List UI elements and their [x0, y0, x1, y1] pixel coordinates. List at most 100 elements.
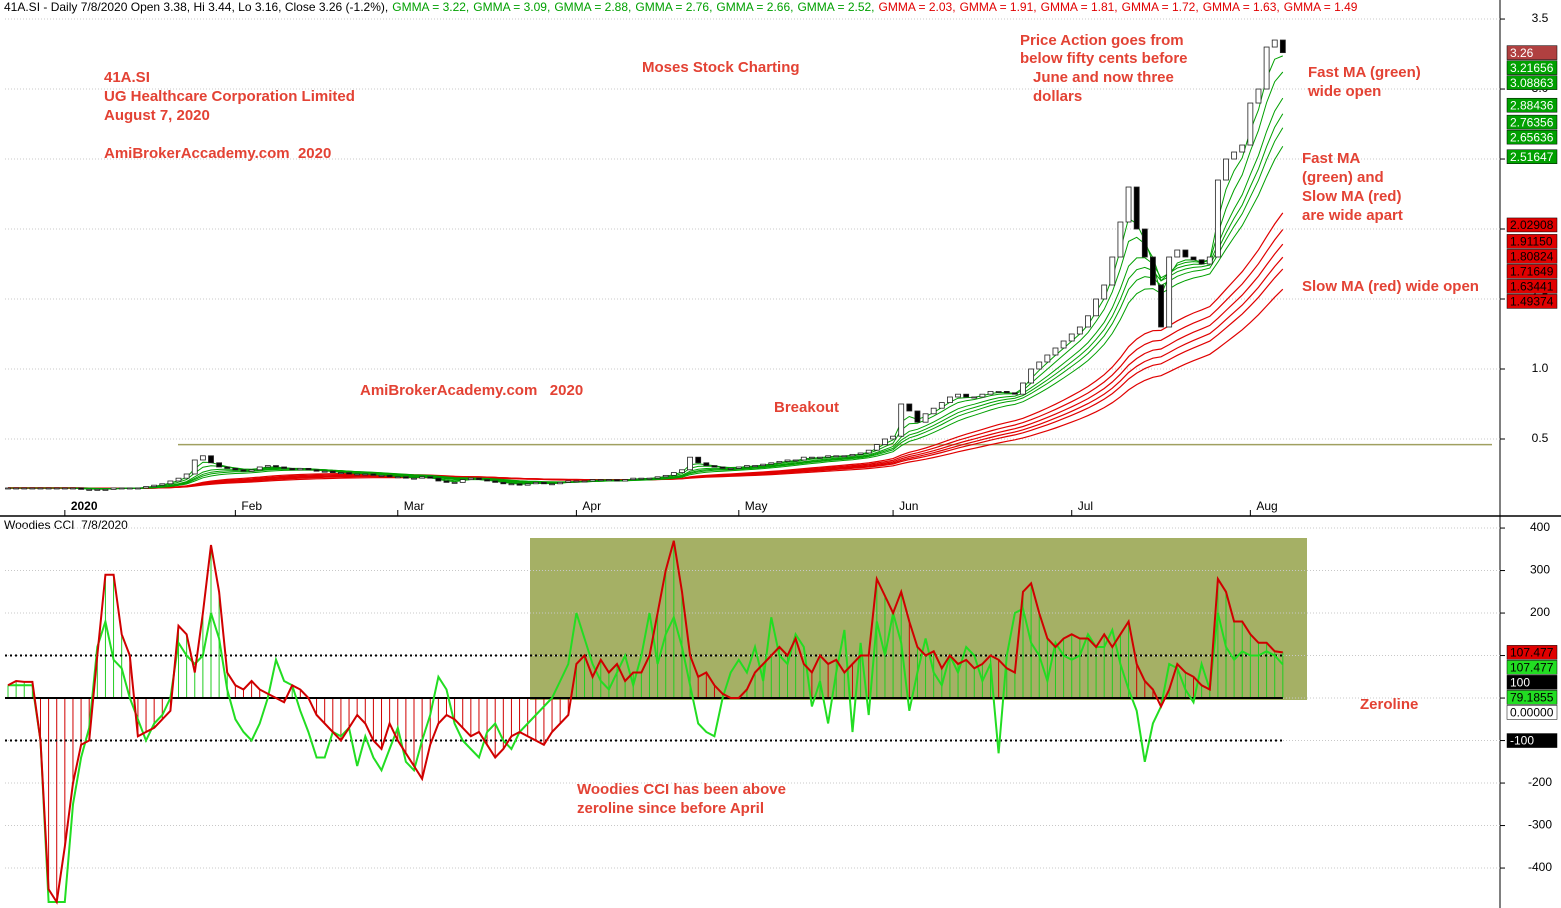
- value-marker-label: 107.477: [1510, 661, 1554, 675]
- candle: [500, 481, 507, 485]
- candle: [305, 467, 312, 471]
- x-tick-label: Feb: [241, 499, 262, 513]
- candle: [289, 467, 296, 471]
- candle: [1214, 179, 1221, 258]
- candle: [1125, 186, 1132, 223]
- candle: [906, 403, 913, 412]
- candle: [151, 484, 158, 487]
- candle: [622, 479, 629, 482]
- candle: [947, 396, 953, 403]
- value-marker: [1506, 660, 1558, 675]
- title-gmma: GMMA = 3.09,: [473, 0, 550, 14]
- candle: [963, 393, 970, 398]
- candle: [1076, 326, 1083, 335]
- value-marker: [1506, 264, 1558, 279]
- candle: [955, 393, 961, 398]
- candle: [1158, 284, 1164, 328]
- candle: [557, 481, 564, 485]
- candle: [386, 474, 393, 478]
- value-marker-label: 1.91150: [1510, 235, 1553, 249]
- candle: [1101, 284, 1108, 300]
- candle: [792, 459, 799, 462]
- candle: [630, 477, 637, 480]
- candle: [370, 473, 377, 476]
- value-marker: [1506, 114, 1558, 130]
- candle: [695, 456, 702, 464]
- candle: [784, 459, 791, 462]
- candle: [354, 473, 361, 476]
- candle: [532, 481, 539, 485]
- candle: [362, 473, 369, 476]
- candle: [987, 390, 994, 395]
- candle: [443, 480, 450, 483]
- y-tick-label: 200: [1530, 605, 1550, 619]
- value-marker-label: 100: [1510, 676, 1530, 690]
- value-marker-label: -100: [1510, 734, 1534, 748]
- candle: [86, 488, 93, 491]
- candle: [800, 456, 807, 461]
- candle: [53, 487, 60, 490]
- candle: [459, 479, 466, 483]
- candle: [248, 469, 255, 472]
- y-tick-label: -300: [1528, 818, 1552, 832]
- candle: [808, 456, 815, 459]
- x-tick-label: Aug: [1256, 499, 1277, 513]
- candle: [1093, 298, 1099, 317]
- annotation: AmiBrokerAccademy.com 2020: [104, 145, 331, 162]
- annotation: Fast MA: [1302, 150, 1361, 167]
- value-marker-label: 2.88436: [1510, 98, 1554, 112]
- candle: [776, 460, 783, 464]
- title-gmma: GMMA = 1.49: [1284, 0, 1358, 14]
- candle: [264, 465, 271, 468]
- candle: [589, 479, 596, 482]
- annotation: August 7, 2020: [104, 107, 210, 124]
- value-marker-label: 2.51647: [1510, 150, 1554, 164]
- candle: [638, 477, 645, 480]
- candle: [175, 477, 182, 482]
- y-tick-label: -400: [1528, 860, 1552, 874]
- annotation: Breakout: [774, 399, 839, 416]
- value-marker: [1506, 234, 1558, 249]
- annotation: dollars: [1033, 88, 1082, 105]
- candle: [110, 487, 117, 490]
- candle: [605, 479, 612, 481]
- value-marker-label: 3.21656: [1510, 61, 1554, 75]
- candle: [760, 463, 767, 466]
- value-marker: [1506, 75, 1558, 90]
- x-tick-label: May: [745, 499, 768, 513]
- candle: [484, 479, 490, 482]
- annotation: Woodies CCI has been above: [577, 781, 786, 798]
- candle: [768, 462, 775, 465]
- candle: [199, 455, 206, 461]
- title-gmma: GMMA = 2.52,: [797, 0, 874, 14]
- candle: [719, 466, 726, 469]
- y-tick-label: -200: [1528, 775, 1552, 789]
- value-marker: [1506, 129, 1558, 145]
- value-marker: [1506, 690, 1558, 705]
- candle: [232, 467, 239, 471]
- cci-title: Woodies CCI 7/8/2020: [4, 518, 128, 532]
- annotation: (green) and: [1302, 169, 1384, 186]
- candle: [37, 487, 44, 490]
- candle: [541, 481, 547, 485]
- value-marker-label: 2.65636: [1510, 130, 1554, 144]
- candle: [143, 486, 149, 489]
- candle: [865, 449, 872, 454]
- candle: [224, 466, 231, 469]
- value-marker-label: 1.80824: [1510, 250, 1554, 264]
- value-marker: [1506, 279, 1558, 294]
- x-tick-label: Jul: [1078, 499, 1093, 513]
- candle: [1223, 158, 1229, 181]
- candle: [13, 487, 20, 490]
- title-gmma: GMMA = 2.03,: [879, 0, 956, 14]
- candle: [1003, 390, 1010, 394]
- candle: [297, 467, 304, 471]
- annotation: are wide apart: [1302, 207, 1403, 224]
- candle: [979, 393, 986, 398]
- candle: [467, 477, 474, 480]
- candle: [1198, 259, 1205, 265]
- annotation: zeroline since before April: [577, 800, 764, 817]
- candle: [727, 467, 734, 470]
